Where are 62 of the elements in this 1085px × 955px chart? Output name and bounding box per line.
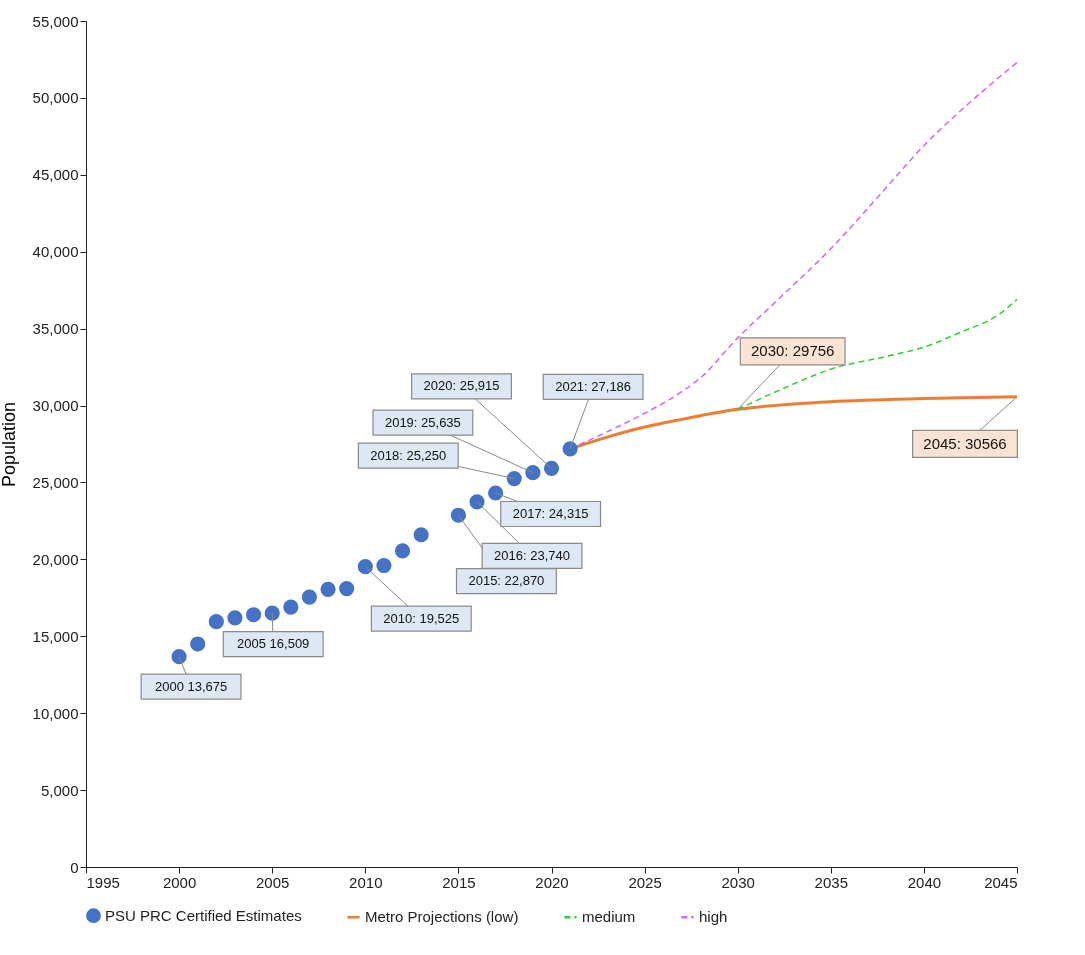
point	[469, 494, 485, 510]
point	[525, 465, 541, 481]
legend-label: medium	[582, 908, 636, 926]
legend-label: high	[699, 908, 728, 926]
y-tick-label: 40,000	[32, 243, 79, 261]
annotation: 2019: 25,635	[384, 414, 461, 430]
point	[376, 557, 392, 574]
point	[246, 607, 262, 623]
point	[506, 471, 522, 487]
x-tick-label: 2010	[349, 873, 383, 891]
point	[488, 485, 504, 501]
x-tick-label: 2040	[907, 873, 942, 891]
point	[190, 636, 206, 652]
y-tick-label: 15,000	[32, 627, 79, 645]
y-tick-label: 45,000	[32, 166, 79, 184]
annotation: 2010: 19,525	[383, 610, 460, 626]
annotation: 2045: 30566	[923, 434, 1007, 452]
point	[543, 460, 560, 476]
y-tick-label: 50,000	[32, 89, 79, 107]
annotation: 2021: 27,186	[555, 378, 632, 394]
annotation: 2000 13,675	[154, 678, 228, 694]
legend-label: PSU PRC Certified Estimates	[105, 906, 302, 924]
line-series	[736, 298, 1018, 411]
point	[264, 605, 280, 621]
x-tick-label: 2020	[535, 873, 569, 891]
legend-label: Metro Projections (low)	[365, 908, 519, 926]
annotation: 2018: 25,250	[370, 447, 447, 463]
y-tick-label: 0	[70, 858, 79, 876]
y-tick-label: 10,000	[32, 704, 79, 722]
annotation: 2016: 23,740	[494, 547, 570, 563]
annotation: 2005 16,509	[237, 636, 310, 652]
y-tick-label: 35,000	[32, 320, 79, 338]
y-tick-label: 25,000	[32, 473, 79, 491]
point	[357, 559, 373, 575]
y-tick-label: 5,000	[40, 781, 79, 799]
point	[320, 581, 336, 597]
annotation: 2030: 29756	[750, 342, 835, 360]
y-tick-label: 30,000	[32, 397, 79, 415]
point	[413, 527, 429, 543]
point	[283, 599, 299, 615]
annotation: 2017: 24,315	[512, 505, 589, 521]
point	[227, 610, 243, 626]
y-axis-title: Population	[0, 401, 19, 488]
point	[394, 543, 411, 559]
x-tick-label: 2025	[628, 873, 662, 891]
point	[301, 589, 318, 605]
point	[450, 507, 466, 523]
x-tick-label: 2045	[984, 873, 1018, 891]
x-tick-label: 1995	[86, 873, 120, 891]
x-tick-label: 2030	[721, 873, 755, 891]
point	[208, 614, 224, 630]
x-tick-label: 2035	[814, 873, 848, 891]
x-tick-label: 2000	[162, 873, 197, 891]
point	[562, 441, 578, 457]
point	[171, 649, 187, 665]
y-tick-label: 55,000	[32, 12, 79, 30]
annotation: 2020: 25,915	[423, 378, 500, 394]
annotation: 2015: 22,870	[468, 573, 545, 589]
point	[339, 581, 355, 597]
y-tick-label: 20,000	[32, 550, 79, 568]
x-tick-label: 2015	[442, 873, 476, 891]
x-tick-label: 2005	[256, 873, 290, 891]
